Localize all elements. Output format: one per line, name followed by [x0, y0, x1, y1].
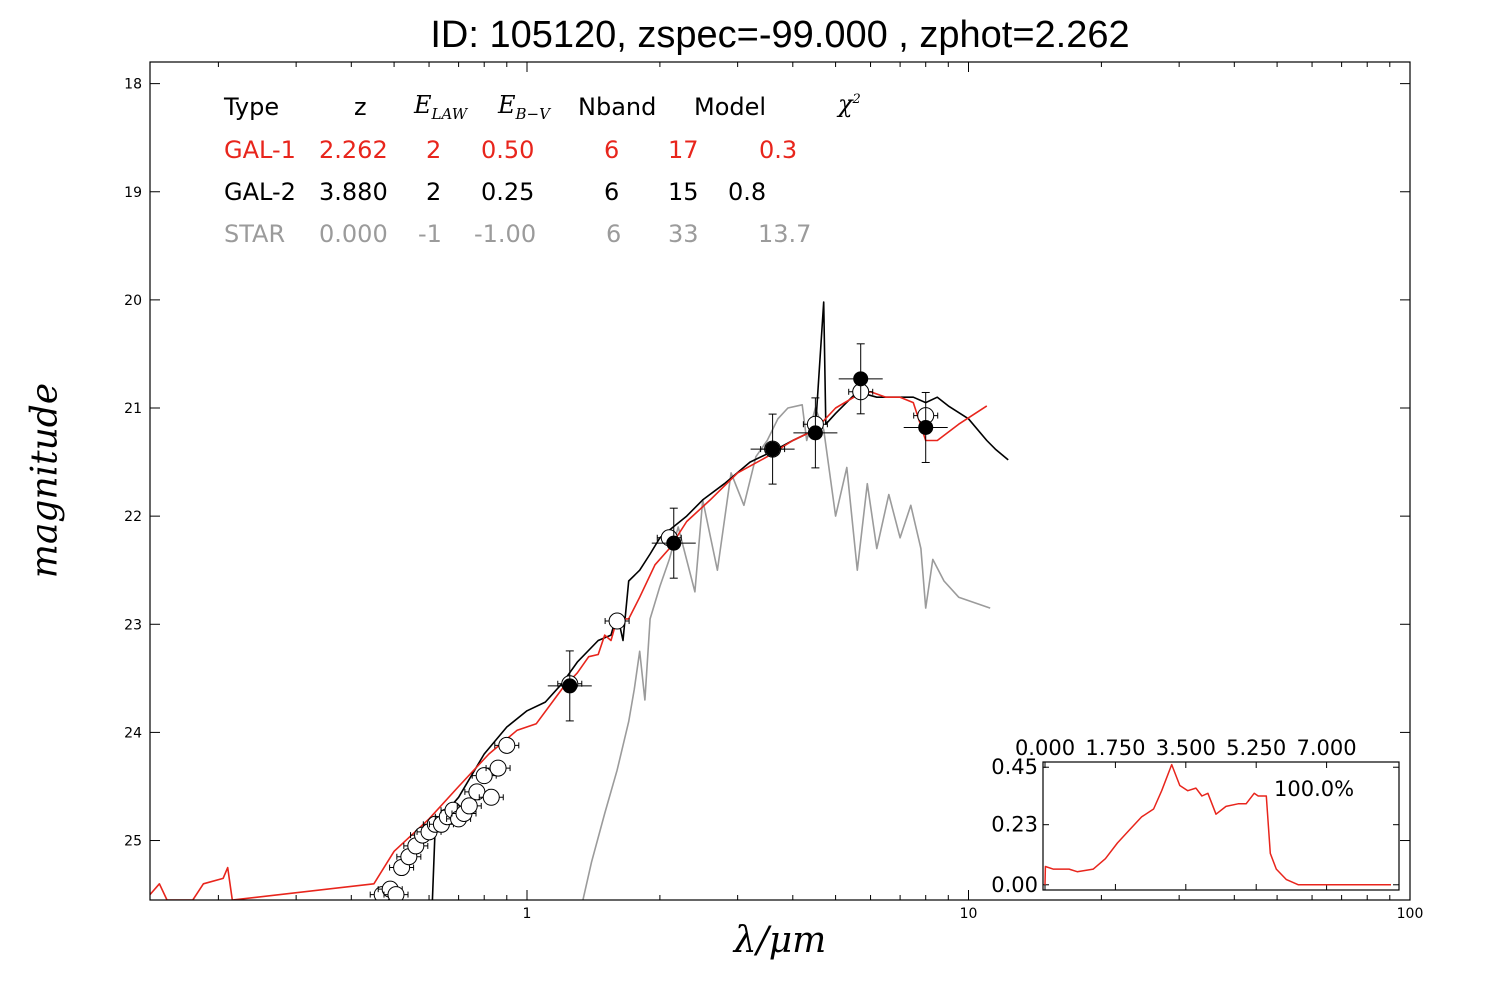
- y-tick-label: 21: [124, 401, 142, 417]
- inset-plot-series: [1044, 763, 1391, 886]
- inset-x-tick-label: 1.750: [1085, 736, 1145, 760]
- row-star-z: 0.000: [319, 220, 388, 248]
- header-chi2-sup: 2: [852, 92, 861, 107]
- x-tick-label: 10: [960, 906, 978, 922]
- pdfz-line: [1044, 763, 1391, 886]
- y-tick-label: 23: [124, 617, 142, 633]
- row-gal2-z: 3.880: [319, 178, 388, 206]
- inset-y-tick-label: 0.00: [991, 873, 1038, 897]
- header-type: Type: [224, 93, 280, 121]
- header-ebv-sub: B−V: [515, 104, 550, 123]
- row-gal1-model: 17: [668, 136, 699, 164]
- header-chi2-main: χ: [838, 90, 853, 118]
- row-star-ebv: -1.00: [474, 220, 537, 248]
- main-plot-frame: [149, 61, 1411, 901]
- main-plot-series: [150, 301, 1009, 900]
- inset-plot-axes: 0.000 1.750 3.500 5.250 7.000 0.00 0.23 0.45: [991, 736, 1399, 897]
- inset-annotation: 100.0%: [1274, 777, 1355, 801]
- row-gal2-ebv: 0.25: [481, 178, 535, 206]
- y-tick-label: 19: [124, 185, 142, 201]
- row-gal1-z: 2.262: [319, 136, 388, 164]
- row-gal2-nband: 6: [604, 178, 620, 206]
- inset-x-tick-label: 7.000: [1297, 736, 1357, 760]
- header-elaw-main: E: [414, 91, 432, 119]
- y-tick-label: 25: [124, 834, 142, 850]
- inset-x-tick-label: 0.000: [1015, 736, 1075, 760]
- row-gal1-nband: 6: [604, 136, 620, 164]
- header-model: Model: [694, 93, 767, 121]
- inset-y-tick-label: 0.23: [991, 813, 1038, 837]
- header-elaw: ELAW: [414, 91, 467, 123]
- chart-title: ID: 105120, zspec=-99.000 , zphot=2.262: [430, 14, 1130, 56]
- row-gal1-ebv: 0.50: [481, 136, 535, 164]
- row-gal1-type: GAL-1: [224, 136, 296, 164]
- row-gal2-elaw: 2: [426, 178, 442, 206]
- inset-plot-frame: [1042, 761, 1400, 891]
- observed-flux-point: [475, 767, 493, 785]
- inset-x-tick-label: 5.250: [1226, 736, 1286, 760]
- row-gal2-type: GAL-2: [224, 178, 296, 206]
- y-axis-title: magnitude: [24, 382, 66, 579]
- header-elaw-sub: LAW: [431, 104, 468, 123]
- series-line-gal-2: [431, 301, 1009, 900]
- x-axis-title: λ/μm: [733, 920, 827, 961]
- row-gal1-elaw: 2: [426, 136, 442, 164]
- y-tick-label: 22: [124, 509, 142, 525]
- observed-flux-point: [498, 736, 516, 754]
- row-star-type: STAR: [224, 220, 286, 248]
- y-tick-label: 24: [124, 725, 142, 741]
- model-flux-point: [853, 371, 869, 387]
- model-flux-point: [807, 425, 823, 441]
- x-tick-label: 100: [1397, 906, 1424, 922]
- series-line-gal-1: [150, 391, 988, 900]
- row-star-nband: 6: [606, 220, 622, 248]
- row-star-chi2: 13.7: [758, 220, 812, 248]
- observed-flux-point: [460, 797, 478, 815]
- header-nband: Nband: [578, 93, 657, 121]
- row-star-model: 33: [668, 220, 699, 248]
- observed-flux-point: [482, 788, 500, 806]
- row-gal2-model: 15: [668, 178, 699, 206]
- observed-flux-point: [489, 759, 507, 777]
- inset-y-tick-label: 0.45: [991, 755, 1038, 779]
- model-flux-point: [765, 441, 781, 457]
- y-tick-label: 20: [124, 293, 142, 309]
- row-star-elaw: -1: [418, 220, 442, 248]
- row-gal1-chi2: 0.3: [759, 136, 798, 164]
- model-flux-point: [562, 678, 578, 694]
- row-gal2-chi2: 0.8: [728, 178, 767, 206]
- inset-x-tick-label: 3.500: [1156, 736, 1216, 760]
- header-ebv: EB−V: [498, 91, 550, 123]
- y-tick-label: 18: [124, 77, 142, 93]
- series-line-star: [582, 404, 991, 900]
- header-ebv-main: E: [498, 91, 516, 119]
- observed-flux-point: [608, 612, 626, 630]
- x-tick-label: 1: [523, 906, 532, 922]
- observed-flux-point: [387, 886, 405, 900]
- model-flux-point: [666, 535, 682, 551]
- model-flux-point: [918, 419, 934, 435]
- header-z: z: [354, 93, 367, 121]
- header-chi2: χ2: [838, 90, 861, 118]
- photometry-points: [369, 343, 948, 900]
